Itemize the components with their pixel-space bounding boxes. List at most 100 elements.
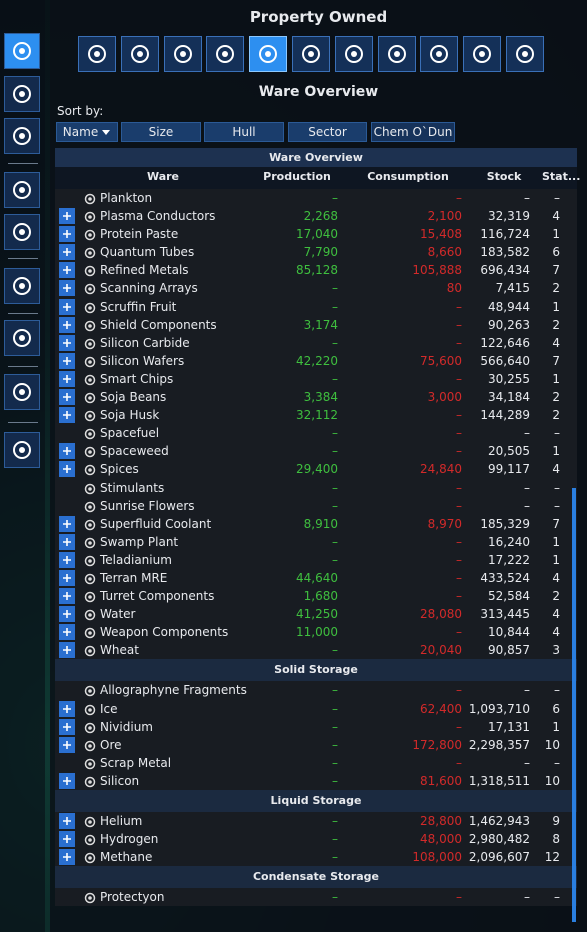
- ware-row: Scruffin Fruit – – 48,944 1: [55, 297, 577, 316]
- expand-button[interactable]: [59, 407, 75, 424]
- expand-button[interactable]: [59, 515, 75, 532]
- tab[interactable]: [292, 36, 330, 72]
- ware-value: –: [332, 683, 338, 698]
- ware-icon: [84, 891, 96, 904]
- expand-button[interactable]: [59, 642, 75, 659]
- ware-icon: [84, 264, 96, 277]
- ware-value: 4: [552, 209, 560, 224]
- expand-button[interactable]: [59, 718, 75, 735]
- ware-icon: [84, 644, 96, 657]
- ware-icon: [84, 301, 96, 313]
- ware-name: Allographyne Fragments: [100, 683, 247, 698]
- expand-button[interactable]: [59, 772, 75, 789]
- sidebar-button[interactable]: [4, 172, 40, 208]
- expand-button[interactable]: [59, 849, 75, 866]
- ware-value: 3,000: [427, 390, 462, 405]
- ware-value: –: [456, 683, 462, 698]
- sort-button[interactable]: Hull: [204, 122, 284, 142]
- ware-value: 1,462,943: [468, 814, 530, 828]
- ware-icon: [84, 500, 96, 512]
- ware-value: 8,660: [427, 245, 462, 260]
- ware-row: Spacefuel – – – –: [55, 424, 577, 443]
- expand-button[interactable]: [59, 533, 75, 550]
- expand-button[interactable]: [59, 298, 75, 315]
- tab[interactable]: [206, 36, 245, 72]
- sidebar-button[interactable]: [4, 118, 40, 154]
- ware-value: 116,724: [480, 227, 530, 242]
- tab[interactable]: [78, 36, 116, 72]
- ware-value: –: [332, 890, 338, 905]
- sidebar-button[interactable]: [4, 320, 40, 356]
- ware-value: 108,000: [412, 850, 462, 865]
- ware-name: Swamp Plant: [100, 534, 179, 549]
- expand-button[interactable]: [59, 389, 75, 406]
- ware-value: 1: [552, 444, 560, 459]
- sort-button[interactable]: Chem O`Dun: [371, 122, 455, 142]
- ware-icon: [84, 192, 96, 205]
- ware-name: Stimulants: [100, 480, 165, 495]
- ware-value: 90,857: [488, 643, 530, 658]
- expand-button[interactable]: [59, 280, 75, 297]
- scrollbar[interactable]: [572, 488, 576, 922]
- ware-value: 41,250: [296, 607, 338, 622]
- ware-name: Sunrise Flowers: [100, 498, 195, 513]
- ware-value: 24,840: [420, 462, 462, 477]
- ware-value: 2: [552, 408, 560, 423]
- sidebar-button[interactable]: [4, 268, 40, 304]
- expand-button[interactable]: [59, 244, 75, 261]
- sort-button[interactable]: Name: [56, 122, 118, 142]
- expand-button[interactable]: [59, 352, 75, 369]
- ware-name: Silicon: [100, 773, 140, 788]
- expand-button[interactable]: [59, 831, 75, 848]
- expand-button[interactable]: [59, 606, 75, 623]
- ware-value: –: [456, 552, 462, 567]
- sidebar-button[interactable]: [4, 33, 40, 69]
- ware-row: Turret Components 1,680 – 52,584 2: [55, 587, 577, 606]
- ware-name: Ore: [100, 737, 122, 752]
- ware-icon: [84, 608, 96, 621]
- expand-button[interactable]: [59, 624, 75, 641]
- expand-button[interactable]: [59, 262, 75, 279]
- ware-row: Teladianium – – 17,222 1: [55, 550, 577, 569]
- tab[interactable]: [420, 36, 459, 72]
- ware-icon: [84, 684, 96, 697]
- ware-value: 105,888: [412, 263, 462, 278]
- ware-value: –: [456, 719, 462, 734]
- ware-value: –: [554, 480, 560, 495]
- expand-button[interactable]: [59, 334, 75, 351]
- expand-button[interactable]: [59, 443, 75, 460]
- tab[interactable]: [377, 36, 416, 72]
- tab[interactable]: [249, 36, 288, 72]
- expand-button[interactable]: [59, 316, 75, 333]
- tab[interactable]: [506, 36, 544, 72]
- sidebar-button[interactable]: [4, 214, 40, 250]
- sort-button[interactable]: Sector: [288, 122, 367, 142]
- expand-button[interactable]: [59, 700, 75, 717]
- sort-button[interactable]: Size: [121, 122, 201, 142]
- sidebar-button[interactable]: [4, 432, 40, 468]
- section-title: Ware Overview: [258, 84, 379, 100]
- expand-button[interactable]: [59, 569, 75, 586]
- ware-value: –: [332, 299, 338, 314]
- ware-value: 44,640: [296, 570, 338, 585]
- expand-button[interactable]: [59, 588, 75, 605]
- tab[interactable]: [334, 36, 373, 72]
- expand-button[interactable]: [59, 226, 75, 243]
- expand-button[interactable]: [59, 736, 75, 753]
- sort-button-label: Size: [148, 125, 174, 139]
- expand-button[interactable]: [59, 208, 75, 225]
- sidebar-button[interactable]: [4, 76, 40, 112]
- sort-button-label: Chem O`Dun: [373, 125, 453, 139]
- expand-button[interactable]: [59, 551, 75, 568]
- expand-button[interactable]: [59, 370, 75, 387]
- ware-value: 2,298,357: [468, 737, 530, 752]
- ware-value: 2,100: [427, 209, 462, 224]
- expand-button[interactable]: [59, 461, 75, 478]
- tab[interactable]: [163, 36, 202, 72]
- tab[interactable]: [120, 36, 159, 72]
- expand-button[interactable]: [59, 813, 75, 829]
- tab[interactable]: [463, 36, 502, 72]
- ware-value: –: [332, 719, 338, 734]
- ware-name: Silicon Carbide: [100, 335, 190, 350]
- sidebar-button[interactable]: [4, 374, 40, 410]
